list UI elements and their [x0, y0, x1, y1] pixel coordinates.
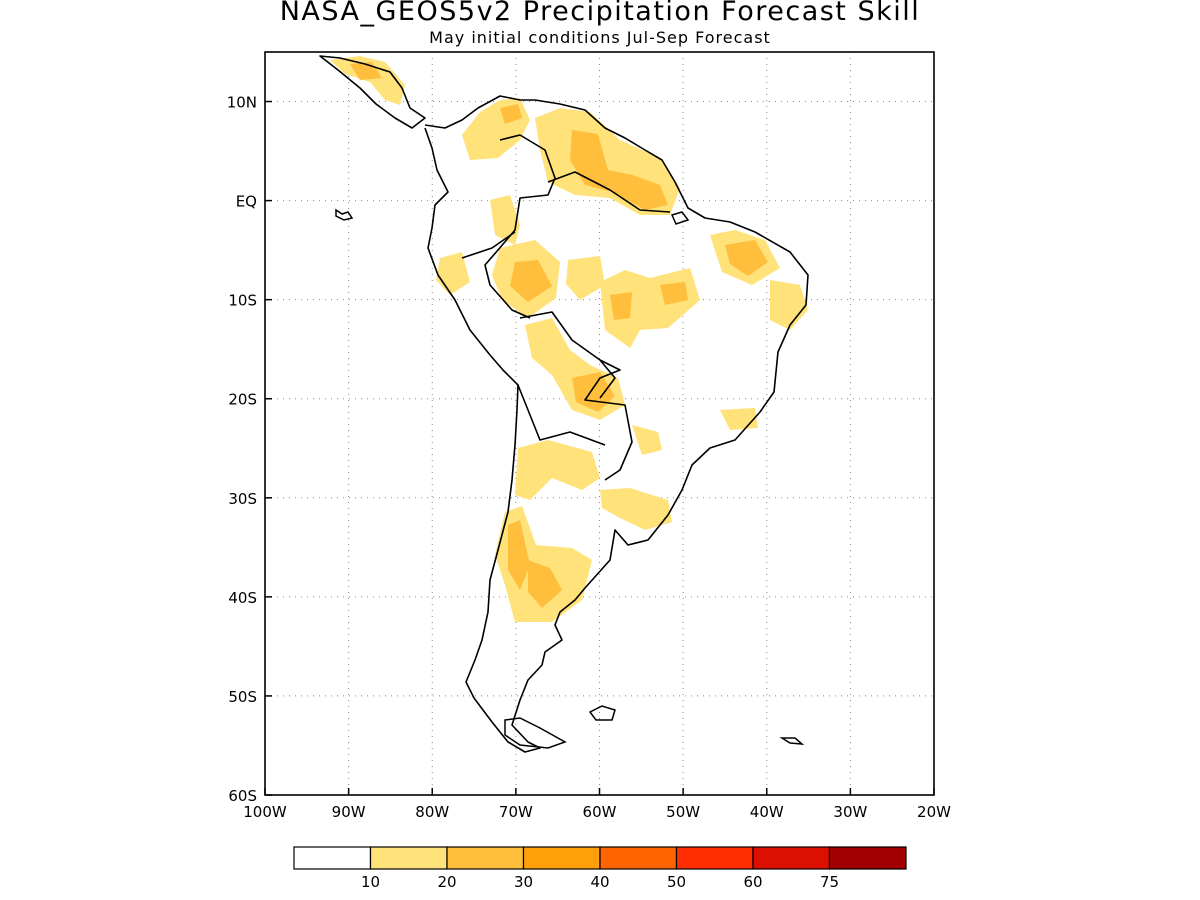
colorbar-swatch [293, 846, 372, 870]
colorbar-swatch [599, 846, 678, 870]
chart-subtitle: May initial conditions Jul-Sep Forecast [429, 28, 771, 47]
colorbar-label: 30 [514, 873, 533, 891]
colorbar-swatch [369, 846, 448, 870]
central-america-coast [319, 55, 426, 129]
colorbar-swatch [522, 846, 601, 870]
lat-tick-label: 10N [227, 94, 257, 112]
colorbar: 10 20 30 40 50 60 75 [293, 846, 907, 891]
islands [335, 208, 805, 749]
chart-title: NASA_GEOS5v2 Precipitation Forecast Skil… [279, 0, 921, 27]
lat-tick-label: 10S [228, 292, 257, 310]
colorbar-label: 60 [743, 873, 762, 891]
colorbar-swatch [446, 846, 525, 870]
galapagos-islands [335, 208, 354, 221]
lat-tick-label: EQ [236, 193, 257, 211]
lat-tick-label: 30S [228, 490, 257, 508]
falkland-islands [588, 705, 616, 721]
colorbar-swatch [675, 846, 754, 870]
lat-tick-label: 40S [228, 589, 257, 607]
lon-tick-label: 50W [666, 803, 700, 821]
skill-20-30-areas [350, 62, 768, 608]
skill-shading [330, 56, 808, 622]
lon-tick-label: 60W [583, 803, 617, 821]
lat-tick-label: 50S [228, 688, 257, 706]
lon-tick-label: 80W [415, 803, 449, 821]
country-borders [461, 134, 671, 481]
longitude-labels: 100W 90W 80W 70W 60W 50W 40W 30W 20W [243, 788, 951, 821]
lat-tick-label: 60S [228, 787, 257, 805]
lon-tick-label: 20W [917, 803, 951, 821]
lon-tick-label: 40W [750, 803, 784, 821]
lon-tick-label: 90W [332, 803, 366, 821]
south-georgia-island [779, 737, 805, 745]
latitude-labels: 10N EQ 10S 20S 30S 40S 50S 60S [227, 94, 272, 805]
coastlines [319, 55, 809, 753]
skill-10-20-areas [330, 56, 808, 622]
colorbar-swatch [752, 846, 831, 870]
lon-tick-label: 100W [243, 803, 287, 821]
colorbar-label: 20 [437, 873, 456, 891]
colorbar-label: 50 [667, 873, 686, 891]
trinidad-island [670, 211, 690, 225]
lat-tick-label: 20S [228, 391, 257, 409]
colorbar-label: 10 [361, 873, 380, 891]
lon-tick-label: 30W [833, 803, 867, 821]
colorbar-label: 75 [820, 873, 839, 891]
colorbar-swatch [828, 846, 907, 870]
colorbar-label: 40 [590, 873, 609, 891]
lon-tick-label: 70W [499, 803, 533, 821]
tierra-del-fuego [504, 717, 567, 749]
